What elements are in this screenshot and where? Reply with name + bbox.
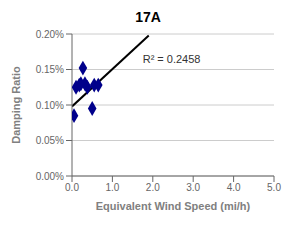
svg-text:Equivalent Wind Speed (mi/h): Equivalent Wind Speed (mi/h) (96, 200, 251, 212)
svg-text:0.0: 0.0 (65, 182, 79, 193)
svg-text:0.05%: 0.05% (36, 135, 64, 146)
svg-text:R² = 0.2458: R² = 0.2458 (143, 53, 201, 65)
svg-text:0.20%: 0.20% (36, 29, 64, 40)
svg-text:Damping Ratio: Damping Ratio (10, 66, 22, 144)
svg-text:4.0: 4.0 (227, 182, 241, 193)
svg-text:2.0: 2.0 (146, 182, 160, 193)
svg-text:3.0: 3.0 (186, 182, 200, 193)
svg-text:1.0: 1.0 (105, 182, 119, 193)
svg-text:0.10%: 0.10% (36, 100, 64, 111)
svg-text:5.0: 5.0 (267, 182, 281, 193)
svg-text:0.00%: 0.00% (36, 171, 64, 182)
svg-text:0.15%: 0.15% (36, 64, 64, 75)
html-text:17A: 17A (135, 9, 161, 25)
